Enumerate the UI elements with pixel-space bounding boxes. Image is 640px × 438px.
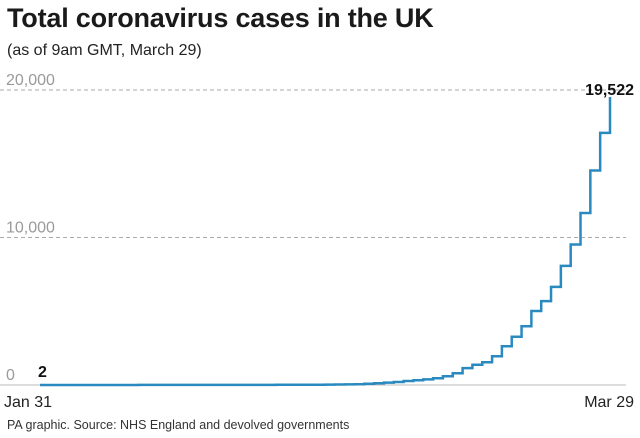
chart-subtitle: (as of 9am GMT, March 29) [7, 42, 202, 59]
end-value-label: 19,522 [585, 82, 634, 99]
y-tick-label-0: 0 [6, 367, 15, 384]
x-tick-label-start: Jan 31 [4, 394, 52, 411]
start-value-label: 2 [38, 364, 47, 381]
source-note: PA graphic. Source: NHS England and devo… [7, 418, 350, 432]
chart-title: Total coronavirus cases in the UK [7, 3, 434, 33]
y-tick-label-1: 10,000 [6, 220, 55, 237]
cases-step-line [40, 97, 612, 387]
y-tick-label-2: 20,000 [6, 72, 55, 89]
x-tick-label-end: Mar 29 [584, 394, 634, 411]
